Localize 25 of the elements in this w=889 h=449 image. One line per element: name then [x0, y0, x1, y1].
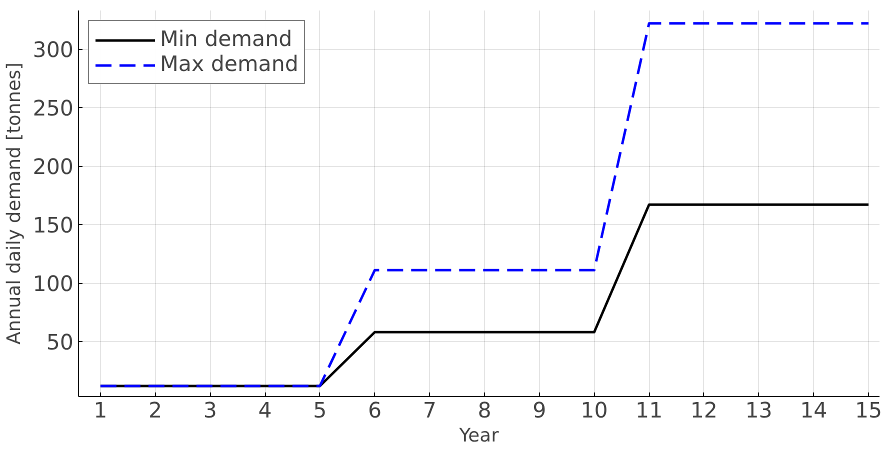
x-tick-label: 15 — [854, 398, 882, 424]
x-tick-label: 7 — [422, 398, 436, 424]
x-axis-title: Year — [458, 426, 500, 446]
y-tick-label: 150 — [32, 214, 74, 239]
x-tick-label: 8 — [478, 398, 492, 424]
x-tick-label: 6 — [368, 398, 382, 424]
y-tick-label: 300 — [32, 38, 74, 64]
x-tick-label: 9 — [532, 398, 546, 424]
x-tick-label: 14 — [800, 398, 828, 424]
x-tick-label: 3 — [203, 398, 217, 424]
x-tick-label: 12 — [690, 398, 718, 424]
legend-label: Min demand — [160, 27, 292, 52]
legend-label: Max demand — [160, 52, 298, 77]
x-tick-label: 10 — [580, 398, 608, 424]
x-tick-label: 1 — [94, 398, 108, 424]
y-tick-label: 250 — [32, 96, 74, 122]
x-tick-label: 4 — [258, 398, 272, 424]
x-tick-label: 5 — [313, 398, 327, 424]
y-axis-title: Annual daily demand [tonnes] — [4, 62, 25, 345]
y-tick-label: 200 — [32, 155, 74, 180]
x-tick-label: 11 — [636, 398, 663, 424]
x-tick-label: 13 — [745, 398, 772, 424]
y-tick-label: 50 — [46, 330, 74, 356]
x-tick-label: 2 — [148, 398, 162, 424]
y-tick-label: 100 — [32, 272, 74, 298]
